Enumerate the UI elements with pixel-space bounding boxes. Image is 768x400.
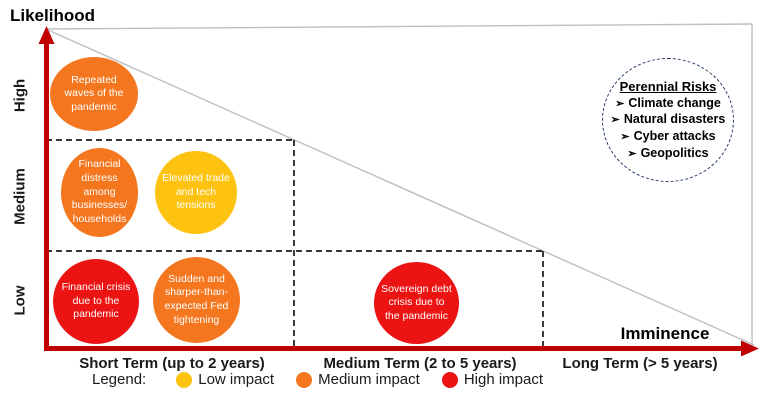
perennial-risks-title: Perennial Risks: [619, 78, 717, 94]
perennial-risk-item: ➢ Cyber attacks: [620, 128, 715, 145]
y-tick-low: Low: [11, 285, 29, 316]
legend: Legend: Low impact Medium impact High im…: [92, 371, 565, 388]
legend-title: Legend:: [92, 371, 147, 388]
high-impact-dot-icon: [441, 371, 458, 388]
risk-bubble-fed-tightening[interactable]: Sudden and sharper-than-expected Fed tig…: [153, 257, 240, 343]
perennial-risk-label: Geopolitics: [640, 145, 709, 160]
x-axis-line: [44, 346, 742, 351]
risk-bubble-sovereign-debt[interactable]: Sovereign debt crisis due to the pandemi…: [374, 262, 459, 344]
y-axis-arrowhead: [38, 26, 55, 44]
legend-item-high: High impact: [441, 371, 544, 388]
legend-item-label: Low impact: [198, 371, 275, 388]
arrow-bullet-icon: ➢: [620, 131, 630, 143]
risk-bubble-repeated-waves[interactable]: Repeated waves of the pandemic: [50, 57, 138, 131]
low-impact-dot-icon: [176, 371, 193, 388]
arrow-bullet-icon: ➢: [627, 147, 637, 160]
y-axis-title: Likelihood: [10, 6, 95, 25]
risk-bubble-label: Sudden and sharper-than-expected Fed tig…: [164, 272, 229, 326]
x-axis-arrowhead: [741, 340, 759, 357]
y-tick-medium: Medium: [11, 168, 29, 225]
perennial-risks-circle: Perennial Risks ➢ Climate change ➢ Natural…: [602, 58, 734, 182]
legend-item-low: Low impact: [176, 371, 274, 388]
perennial-risk-item: ➢ Geopolitics: [627, 145, 708, 162]
risk-bubble-label: Repeated waves of the pandemic: [64, 73, 124, 113]
risk-bubble-label: Sovereign debt crisis due to the pandemi…: [381, 282, 452, 322]
risk-bubble-label: Elevated trade and tech tensions: [162, 172, 230, 212]
x-tick-short-term: Short Term (up to 2 years): [79, 355, 265, 372]
arrow-bullet-icon: ➢: [610, 114, 620, 127]
x-tick-long-term: Long Term (> 5 years): [562, 355, 718, 372]
legend-item-label: Medium impact: [318, 371, 420, 388]
guide-diagonal-line: [47, 29, 755, 346]
arrow-bullet-icon: ➢: [615, 97, 625, 110]
y-tick-high: High: [11, 78, 29, 113]
x-axis-title: Imminence: [620, 324, 710, 343]
risk-bubble-financial-distress[interactable]: Financial distress among businesses/ hou…: [61, 148, 138, 237]
perennial-risk-label: Climate change: [628, 95, 721, 110]
risk-bubble-label: Financial distress among businesses/ hou…: [71, 158, 128, 225]
perennial-risk-item: ➢ Climate change: [615, 95, 721, 112]
risk-bubble-label: Financial crisis due to the pandemic: [61, 281, 131, 321]
perennial-risk-label: Natural disasters: [623, 112, 726, 127]
guide-top-line: [47, 23, 753, 30]
legend-item-medium: Medium impact: [296, 371, 420, 388]
risk-bubble-trade-tech-tensions[interactable]: Elevated trade and tech tensions: [155, 151, 237, 234]
risk-bubble-financial-crisis[interactable]: Financial crisis due to the pandemic: [53, 259, 139, 344]
x-tick-medium-term: Medium Term (2 to 5 years): [323, 355, 517, 372]
perennial-risk-label: Cyber attacks: [633, 129, 716, 143]
perennial-risk-item: ➢ Natural disasters: [611, 111, 726, 128]
medium-impact-dot-icon: [296, 371, 313, 388]
y-axis-line: [44, 40, 49, 348]
legend-item-label: High impact: [463, 371, 544, 388]
